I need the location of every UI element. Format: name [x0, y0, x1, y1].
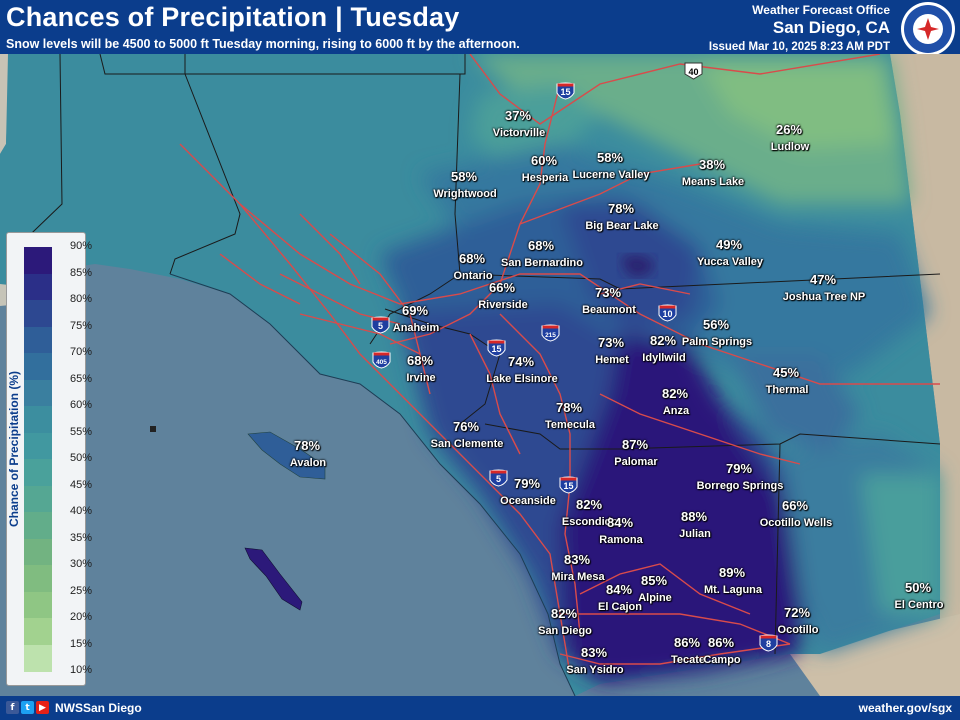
facebook-icon[interactable]: f — [6, 701, 19, 714]
island-san-clemente — [244, 547, 303, 611]
precipitation-map — [0, 54, 960, 696]
legend-swatch — [24, 591, 52, 619]
legend-color-bar: 90% 85% 80% 75% 70% 65% 60% 55% 50% 45% 40% 35% 30% 2… — [24, 240, 92, 676]
legend-swatch — [24, 485, 52, 513]
office-label: Weather Forecast Office — [752, 3, 890, 17]
legend-swatch — [24, 247, 52, 274]
legend-tick-label: 55% — [70, 425, 93, 438]
legend-tick-label: 80% — [70, 293, 93, 305]
island-catalina — [247, 431, 326, 480]
header-bar: Chances of Precipitation | Tuesday Snow … — [0, 0, 960, 56]
terrain-southeast — [790, 614, 960, 696]
legend-tick-label: 15% — [70, 637, 93, 650]
legend-swatch — [24, 644, 52, 672]
legend-swatch — [24, 459, 52, 486]
nws-logo-icon — [901, 2, 955, 56]
legend-tick-label: 70% — [70, 346, 93, 358]
legend-swatch — [24, 538, 52, 566]
legend-swatch — [24, 512, 52, 539]
legend-swatch — [24, 406, 52, 433]
legend-tick-label: 30% — [70, 558, 93, 570]
issued-time: Issued Mar 10, 2025 8:23 AM PDT — [708, 41, 890, 53]
legend-tick-label: 90% — [70, 240, 93, 252]
website-link[interactable]: weather.gov/sgx — [858, 701, 952, 715]
legend-tick-label: 50% — [70, 452, 93, 464]
legend-tick-label: 65% — [70, 372, 93, 385]
legend-tick-label: 60% — [70, 399, 93, 411]
office-info: Weather Forecast Office San Diego, CA Is… — [709, 3, 890, 53]
legend-swatch — [24, 565, 52, 592]
island-rock — [150, 426, 156, 432]
legend-swatch — [24, 432, 52, 460]
terrain-east — [890, 54, 960, 696]
legend-tick-label: 25% — [70, 584, 93, 597]
legend-swatch — [24, 273, 52, 301]
legend-tick-label: 10% — [70, 664, 93, 676]
social-icons: f t ▶ — [6, 701, 49, 714]
footer-bar: f t ▶ NWSSan Diego weather.gov/sgx — [0, 696, 960, 720]
twitter-icon[interactable]: t — [21, 701, 34, 714]
map-title: Chances of Precipitation | Tuesday — [6, 2, 460, 32]
legend-tick-label: 35% — [70, 531, 93, 544]
social-handle[interactable]: NWSSan Diego — [55, 701, 142, 715]
land-precip-field — [0, 54, 940, 696]
legend-tick-label: 45% — [70, 478, 93, 491]
office-location: San Diego, CA — [772, 18, 890, 37]
legend-tick-label: 20% — [70, 611, 93, 623]
legend-swatch — [24, 326, 52, 354]
legend-swatch — [24, 379, 52, 407]
map-subtitle: Snow levels will be 4500 to 5000 ft Tues… — [6, 37, 520, 51]
legend-swatch — [24, 300, 52, 327]
legend-tick-label: 40% — [70, 505, 93, 517]
coastline — [169, 273, 576, 696]
legend-tick-label: 75% — [70, 319, 93, 332]
county-boundaries — [9, 54, 941, 655]
legend-swatch — [24, 353, 52, 380]
legend-tick-label: 85% — [70, 266, 93, 279]
youtube-icon[interactable]: ▶ — [36, 701, 49, 714]
legend-panel: Chance of Precipitation (%) 90% 85% 80% 75%… — [6, 232, 92, 686]
legend-swatch — [24, 618, 52, 645]
